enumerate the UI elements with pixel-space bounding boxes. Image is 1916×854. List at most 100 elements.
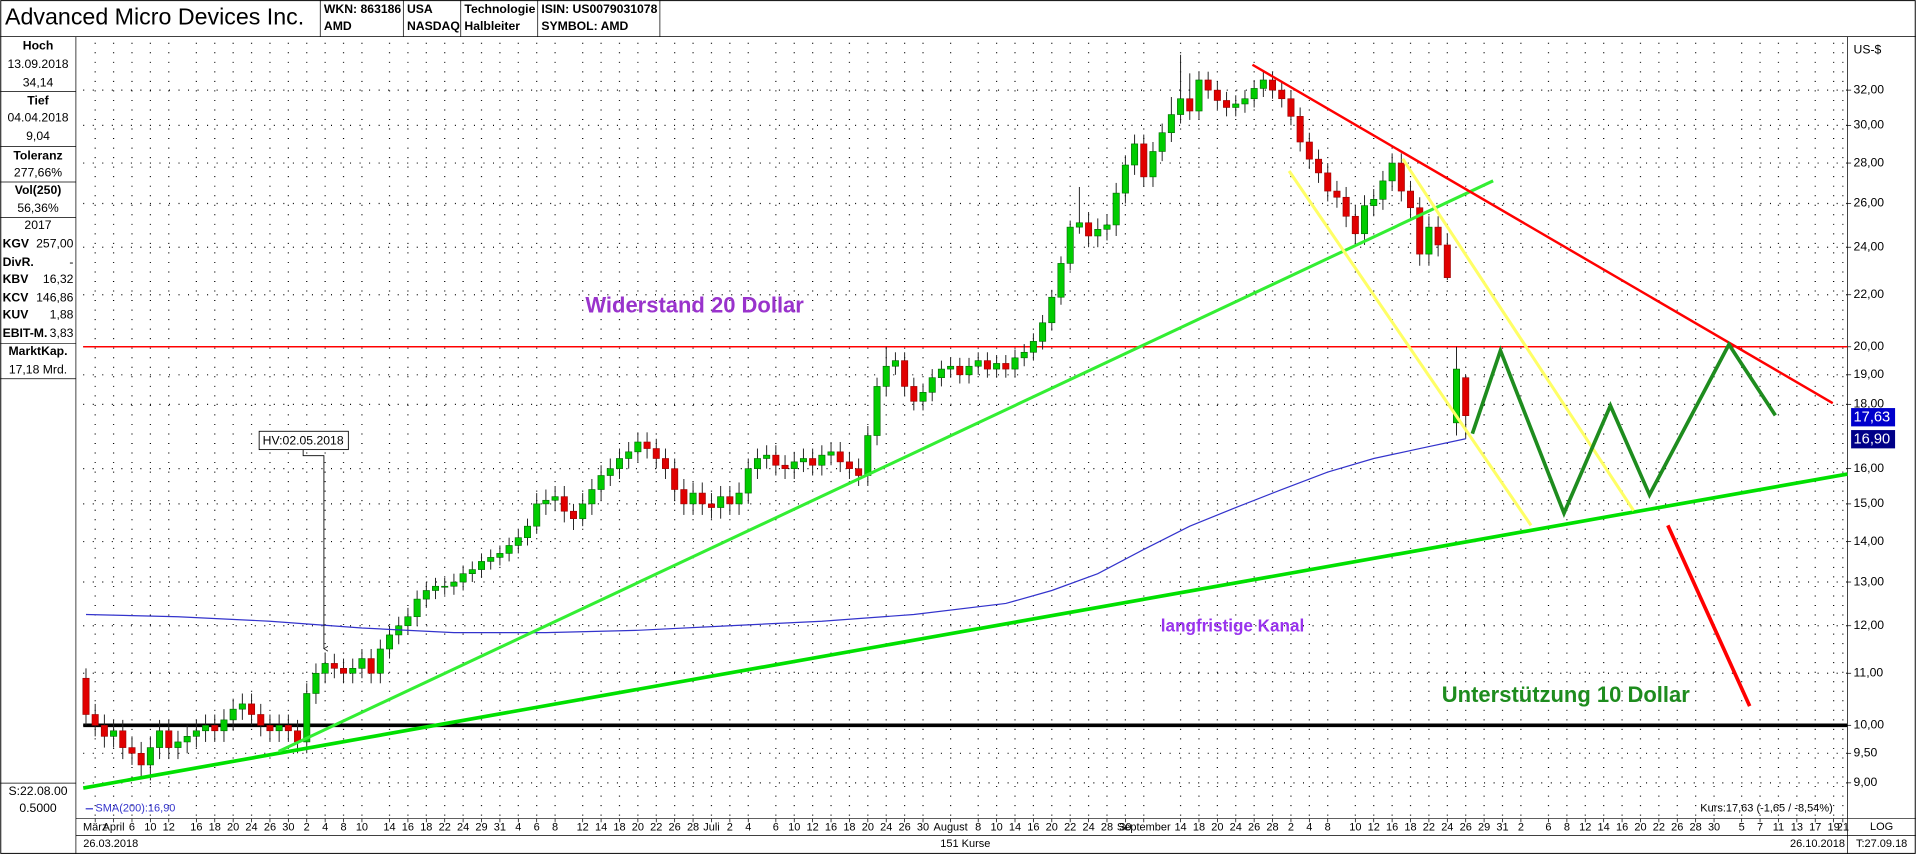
country: USA: [407, 2, 433, 16]
candle-body: [1075, 222, 1083, 228]
candle-body: [1269, 79, 1277, 91]
x-tick-label: 30: [282, 822, 294, 834]
x-tick-label: 8: [1564, 822, 1570, 834]
x-tick-label: 28: [1690, 822, 1702, 834]
sidebar-value: 277,66%: [14, 166, 62, 180]
candle-body: [809, 458, 817, 466]
sma-legend: SMA(200):16,90: [95, 803, 175, 815]
sidebar-value: -: [69, 255, 73, 269]
candle-body: [1204, 79, 1212, 91]
y-tick-label: 12,00: [1854, 618, 1885, 632]
exchange: NASDAQ: [407, 19, 460, 33]
candle-body: [910, 386, 918, 402]
sidebar-value: 17,18 Mrd.: [9, 362, 67, 376]
x-tick-label: 19: [1828, 822, 1840, 834]
candle-body: [284, 725, 292, 732]
wkn: WKN: 863186: [324, 2, 402, 16]
x-tick-label: 7: [1757, 822, 1763, 834]
y-unit: US-$: [1854, 42, 1882, 56]
candle-body: [110, 730, 118, 737]
candle-body: [1462, 377, 1470, 416]
annotation: Unterstützung 10 Dollar: [1442, 682, 1690, 707]
sidebar-label: KBV: [3, 272, 30, 286]
x-tick-label: 18: [843, 822, 855, 834]
x-tick-label: 10: [990, 822, 1002, 834]
candle-body: [413, 598, 421, 618]
candle-body: [248, 703, 256, 715]
candle-body: [1305, 141, 1313, 160]
candle-body: [1213, 89, 1221, 101]
price-tag-bg: [1851, 408, 1896, 427]
candle-body: [1029, 341, 1037, 353]
sidebar-value: 146,86: [36, 290, 74, 304]
price-tag: 16,90: [1854, 432, 1891, 448]
x-tick-label: 16: [190, 822, 202, 834]
candle-body: [1278, 89, 1286, 100]
candle-body: [1011, 357, 1019, 370]
grid: 9,00 9,50 10,00 11,00 12,00 13,00 14,00 15,00 16…: [83, 42, 1885, 834]
kurs: Kurs:17,63 (-1,65 / -8,54%): [1700, 803, 1833, 815]
candle-body: [441, 585, 449, 588]
candle-body: [312, 672, 320, 694]
candle-body: [698, 492, 706, 505]
x-tick-label: 31: [1496, 822, 1508, 834]
price-tag-bg: [1851, 430, 1896, 449]
title: Advanced Micro Devices Inc.: [5, 3, 304, 29]
candle-body: [1066, 226, 1074, 264]
x-tick-label: 2: [304, 822, 310, 834]
sma-line: [85, 438, 1466, 634]
x-tick-label: 24: [1082, 822, 1094, 834]
candle-body: [1112, 192, 1120, 226]
candle-body: [1103, 224, 1111, 230]
candle-body: [965, 365, 973, 376]
candle-body: [1425, 226, 1433, 255]
candle-body: [781, 464, 789, 469]
x-tick-label: 8: [340, 822, 346, 834]
candle-body: [404, 616, 412, 627]
x-tick-label: 24: [457, 822, 469, 834]
count: 151 Kurse: [940, 838, 990, 850]
sidebar-label: Toleranz: [13, 149, 62, 163]
candle-body: [1232, 103, 1240, 108]
candle-body: [1158, 132, 1166, 152]
candle-body: [1370, 199, 1378, 206]
candle-body: [1351, 215, 1359, 235]
candle-body: [882, 365, 890, 387]
x-tick-label: 29: [475, 822, 487, 834]
x-tick-label: 12: [1368, 822, 1380, 834]
candle-body: [652, 448, 660, 459]
y-tick-label: 15,00: [1854, 496, 1885, 510]
x-tick-label: 20: [227, 822, 239, 834]
candle-body: [634, 441, 642, 453]
candle-body: [174, 741, 182, 748]
x-tick-label: 14: [1009, 822, 1021, 834]
x-tick-label: 26: [1460, 822, 1472, 834]
x-tick-label: 20: [632, 822, 644, 834]
candle-body: [993, 363, 1001, 370]
end-date: 26.10.2018: [1790, 838, 1845, 850]
candle-body: [1443, 244, 1451, 278]
candle-body: [772, 454, 780, 466]
candle-body: [1453, 368, 1460, 424]
x-tick-label: 18: [420, 822, 432, 834]
candle-body: [514, 537, 522, 546]
candle-body: [891, 360, 899, 367]
x-tick-label: 24: [245, 822, 257, 834]
x-tick-label: 12: [807, 822, 819, 834]
x-tick-label: 6: [534, 822, 540, 834]
candle-body: [450, 581, 458, 587]
candle-body: [1186, 98, 1194, 112]
sidebar-value: 3,83: [50, 326, 74, 340]
candle-body: [321, 663, 329, 674]
x-tick-label: 31: [494, 822, 506, 834]
candle-body: [128, 747, 136, 754]
candle-body: [386, 634, 394, 650]
x-tick-label: 6: [1545, 822, 1551, 834]
hv-pointer: [302, 449, 324, 649]
y-tick-label: 32,00: [1854, 82, 1885, 96]
candle-body: [836, 451, 844, 463]
y-tick-label: 18,00: [1854, 397, 1885, 411]
candle-body: [478, 561, 485, 570]
candle-body: [468, 569, 476, 575]
channel-line: [82, 472, 1848, 790]
